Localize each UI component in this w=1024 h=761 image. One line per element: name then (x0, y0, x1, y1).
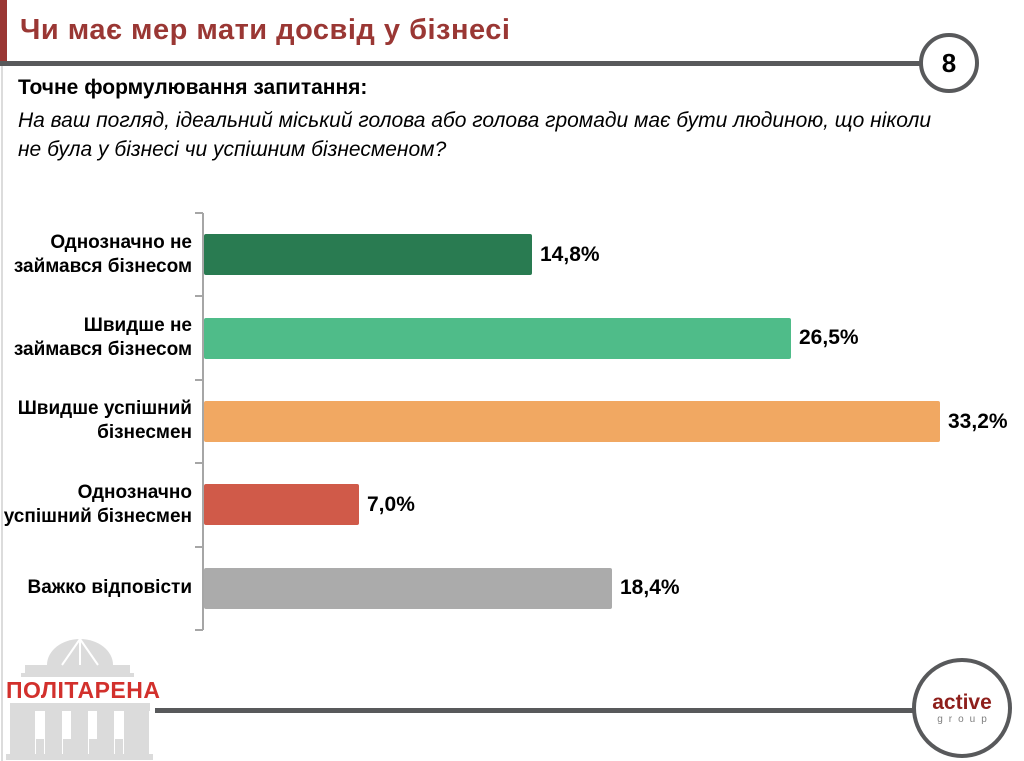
page-title: Чи має мер мати досвід у бізнесі (20, 14, 511, 46)
bar-chart: Однозначно не займався бізнесом 14,8% Швид… (0, 212, 1024, 631)
chart-value-label: 18,4% (620, 576, 680, 600)
chart-bar (204, 484, 359, 526)
politarena-wordmark: ПОЛІТАРЕНА (6, 677, 161, 703)
page-number: 8 (941, 47, 957, 78)
chart-category-label: Важко відповісти (27, 577, 192, 599)
chart-value-label: 33,2% (948, 409, 1008, 433)
axis-tick (195, 629, 203, 631)
axis-line (202, 213, 204, 630)
chart-category-label: Швидше не займався бізнесом (13, 315, 192, 361)
active-group-logo: active group (912, 658, 1012, 758)
chart-bar (204, 234, 532, 276)
chart-category-label: Однозначно успішний бізнесмен (3, 481, 192, 527)
chart-value-label: 26,5% (799, 326, 859, 350)
axis-tick (195, 545, 203, 548)
chart-bar (204, 317, 791, 359)
axis-tick (195, 295, 203, 298)
question-heading: Точне формулювання запитання: (18, 76, 368, 99)
axis-tick (195, 212, 203, 214)
chart-bar (204, 401, 940, 442)
chart-category-label: Швидше успішний бізнесмен (17, 398, 192, 444)
active-group-word-active: active (932, 690, 992, 714)
question-text-line-1: На ваш погляд, ідеальний міський голова … (18, 109, 932, 132)
page-number-badge: 8 (919, 33, 979, 93)
axis-tick (195, 462, 203, 465)
chart-value-label: 14,8% (540, 242, 600, 266)
chart-value-label: 7,0% (367, 492, 415, 516)
question-text-line-2: не була у бізнесі чи успішним бізнесмено… (18, 138, 447, 161)
footer-divider (155, 708, 914, 713)
chart-bar (204, 567, 612, 609)
header-divider (0, 61, 921, 66)
axis-tick (195, 378, 203, 381)
question-block: Точне формулювання запитання: На ваш пог… (18, 76, 998, 164)
slide-left-border (1, 0, 3, 761)
politarena-logo: ПОЛІТАРЕНА (6, 629, 161, 760)
active-group-word-group: group (937, 713, 993, 725)
chart-category-label: Однозначно не займався бізнесом (13, 231, 192, 277)
politarena-building-icon (6, 638, 153, 760)
title-accent-bar (0, 0, 7, 61)
